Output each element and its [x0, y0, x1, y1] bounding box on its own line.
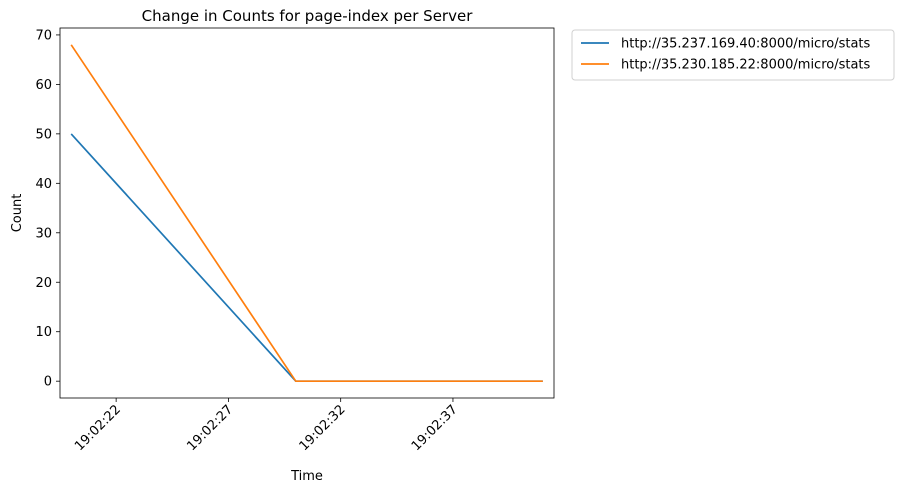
y-tick-label: 0	[44, 375, 52, 390]
y-tick-label: 30	[35, 226, 52, 241]
plot-lines	[70, 44, 543, 383]
x-axis-label: Time	[290, 469, 323, 484]
y-tick-label: 50	[35, 127, 52, 142]
y-tick-label: 40	[35, 177, 52, 192]
y-axis-label: Count	[10, 194, 25, 233]
legend-label-2: http://35.230.185.22:8000/micro/stats	[621, 58, 871, 73]
x-axis-ticks: 19:02:22 19:02:27 19:02:32 19:02:37	[72, 398, 461, 454]
chart-title: Change in Counts for page-index per Serv…	[142, 7, 474, 25]
series-line-2	[70, 44, 543, 383]
axes-frame	[59, 27, 555, 399]
y-tick-label: 70	[35, 28, 52, 43]
x-tick-label: 19:02:22	[72, 402, 124, 454]
y-axis-ticks: 0 10 20 30 40 50 60 70	[35, 28, 60, 390]
legend-label-1: http://35.237.169.40:8000/micro/stats	[621, 37, 871, 52]
x-tick-label: 19:02:37	[409, 402, 461, 454]
x-tick-label: 19:02:27	[184, 402, 236, 454]
legend: http://35.237.169.40:8000/micro/stats htt…	[571, 29, 895, 81]
legend-box	[571, 29, 895, 81]
x-tick-label: 19:02:32	[297, 402, 349, 454]
y-tick-label: 10	[35, 325, 52, 340]
series-line-1	[70, 133, 543, 383]
y-tick-label: 60	[35, 78, 52, 93]
y-tick-label: 20	[35, 276, 52, 291]
